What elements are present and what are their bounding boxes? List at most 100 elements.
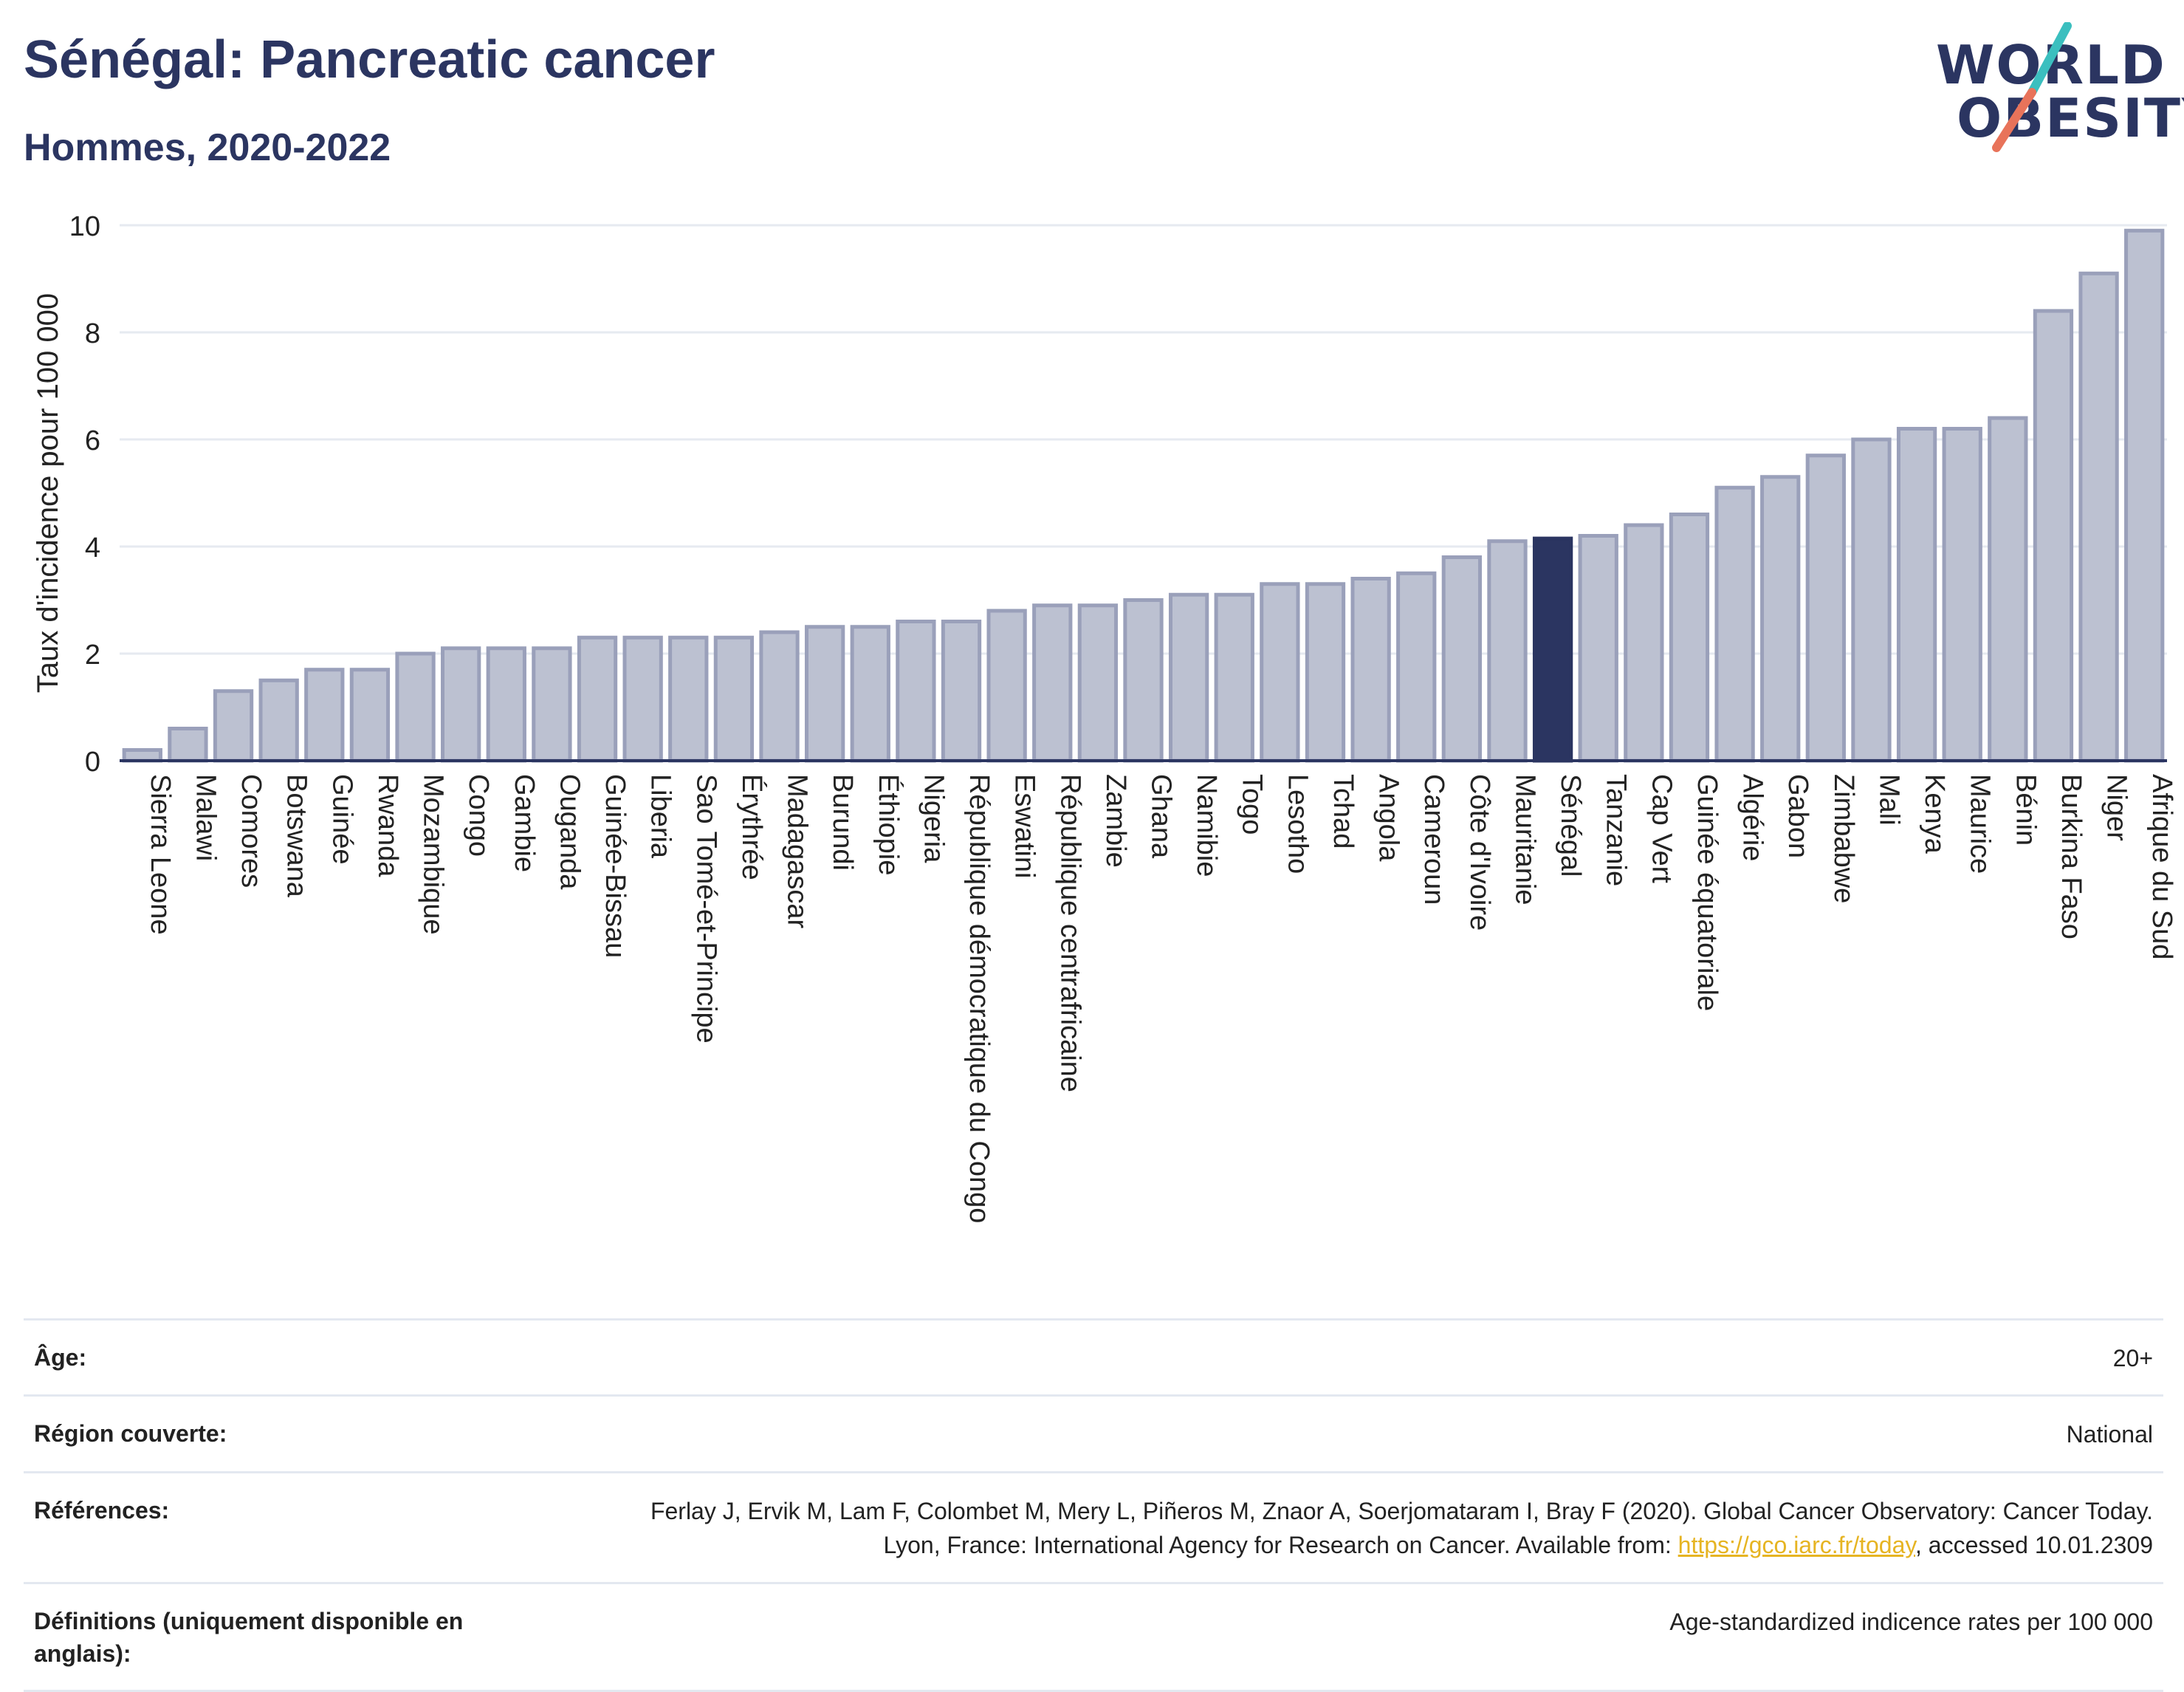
x-tick-label: Maurice: [1965, 774, 1996, 874]
y-axis-ticks: 0 2 4 6 8 10: [69, 211, 100, 778]
bars: [122, 228, 2165, 763]
bar: [213, 689, 254, 763]
bar: [2124, 228, 2165, 763]
x-tick-label: République démocratique du Congo: [964, 774, 995, 1223]
meta-label-age: Âge:: [34, 1344, 87, 1371]
bar: [759, 630, 800, 763]
x-tick-label: Madagascar: [782, 774, 813, 928]
bar: [532, 646, 572, 763]
bar: [1077, 603, 1119, 763]
x-tick-label: Malawi: [190, 774, 221, 861]
bar: [1760, 475, 1801, 763]
bar: [941, 620, 982, 763]
meta-value-references: Ferlay J, Ervik M, Lam F, Colombet M, Me…: [602, 1494, 2153, 1563]
x-tick-label: Gabon: [1782, 774, 1813, 858]
bar: [1714, 485, 1755, 763]
x-tick-label: Guinée équatoriale: [1692, 774, 1723, 1011]
x-tick-label: Ouganda: [554, 774, 585, 890]
x-tick-label: Gambie: [509, 774, 540, 872]
x-tick-label: Kenya: [1919, 774, 1950, 854]
bar: [1396, 571, 1437, 763]
meta-value-region: National: [2066, 1421, 2153, 1448]
y-tick-label: 10: [69, 211, 100, 242]
bar: [168, 727, 208, 763]
x-tick-label: Congo: [463, 774, 494, 857]
logo-slash-icon: [1992, 22, 2072, 152]
x-tick-label: Comores: [236, 774, 267, 888]
y-tick-label: 2: [85, 640, 100, 671]
reference-link[interactable]: https://gco.iarc.fr/today: [1678, 1532, 1915, 1559]
meta-value-age: 20+: [2112, 1345, 2153, 1371]
meta-value-definitions: Age-standardized indicence rates per 100…: [1669, 1608, 2153, 1635]
x-tick-label: Sénégal: [1555, 774, 1586, 877]
x-tick-label: Érythrée: [736, 774, 768, 880]
x-tick-label: Zambie: [1100, 774, 1131, 868]
reference-text: Ferlay J, Ervik M, Lam F, Colombet M, Me…: [650, 1497, 2153, 1559]
bar: [1168, 592, 1209, 763]
x-tick-label: Tchad: [1328, 774, 1359, 849]
x-tick-label: Namibie: [1191, 774, 1222, 877]
x-tick-label: Rwanda: [372, 774, 403, 877]
bar: [713, 635, 755, 763]
x-tick-label: Botswana: [281, 774, 312, 898]
bar: [1851, 437, 1892, 763]
bar: [304, 668, 345, 763]
bar: [1896, 427, 1937, 763]
bar: [1123, 598, 1164, 763]
bar: [1305, 582, 1346, 763]
bar: [349, 668, 391, 763]
x-tick-label: Sierra Leone: [145, 774, 176, 935]
x-tick-label: République centrafricaine: [1054, 774, 1085, 1092]
y-tick-label: 6: [85, 425, 100, 456]
x-tick-label: Guinée-Bissau: [600, 774, 631, 958]
bar: [896, 620, 936, 763]
bar: [486, 646, 526, 763]
x-tick-label: Cameroun: [1418, 774, 1449, 905]
bar: [986, 609, 1027, 763]
bar: [258, 678, 299, 763]
x-tick-label: Guinée: [326, 774, 357, 865]
bar-chart: 0 2 4 6 8 10 Sierra Leone Malawi Comores Botswan…: [32, 211, 2177, 1223]
meta-label-definitions: Définitions (uniquement disponible en an…: [34, 1607, 464, 1668]
bar-highlighted: [1532, 536, 1573, 763]
meta-row-definitions: Définitions (uniquement disponible en an…: [24, 1581, 2163, 1692]
x-tick-label: Mauritanie: [1509, 774, 1540, 905]
bar: [1487, 539, 1528, 763]
x-tick-label: Éthiopie: [873, 774, 904, 875]
bar: [1214, 592, 1254, 763]
meta-label-references: Références:: [34, 1496, 170, 1524]
x-tick-label: Liberia: [645, 774, 676, 859]
bar: [1805, 453, 1846, 763]
chart-subtitle: Hommes, 2020-2022: [24, 126, 391, 169]
x-tick-label: Eswatini: [1009, 774, 1040, 879]
x-tick-label: Tanzanie: [1601, 774, 1632, 886]
metadata-table: Âge: 20+ Région couverte: National Référ…: [24, 1318, 2163, 1692]
bar: [395, 651, 436, 763]
x-tick-label: Côte d'Ivoire: [1464, 774, 1495, 931]
chart-title: Sénégal: Pancreatic cancer: [24, 30, 715, 89]
bar: [668, 635, 709, 763]
x-tick-label: Lesotho: [1282, 774, 1313, 874]
x-tick-label: Mozambique: [418, 774, 449, 935]
bar: [1578, 534, 1618, 763]
bar: [1260, 582, 1300, 763]
x-tick-label: Zimbabwe: [1828, 774, 1859, 903]
x-tick-label: Burundi: [827, 774, 858, 871]
x-tick-label: Mali: [1873, 774, 1904, 826]
bar: [122, 748, 162, 763]
bar: [577, 635, 618, 763]
bar: [2033, 309, 2074, 763]
x-tick-label: Bénin: [2010, 774, 2041, 846]
x-tick-label: Ghana: [1146, 774, 1177, 859]
x-tick-label: Togo: [1237, 774, 1268, 835]
x-tick-label: Algérie: [1737, 774, 1768, 861]
meta-label-region: Région couverte:: [34, 1420, 227, 1448]
x-tick-label: Nigeria: [918, 774, 949, 863]
meta-row-age: Âge: 20+: [24, 1318, 2163, 1394]
y-tick-label: 4: [85, 532, 100, 564]
meta-row-references: Références: Ferlay J, Ervik M, Lam F, Co…: [24, 1470, 2163, 1582]
x-tick-label: Afrique du Sud: [2146, 774, 2177, 959]
reference-accessed: , accessed 10.01.2309: [1915, 1532, 2153, 1559]
bar: [2078, 271, 2119, 763]
x-tick-label: Niger: [2101, 774, 2132, 841]
